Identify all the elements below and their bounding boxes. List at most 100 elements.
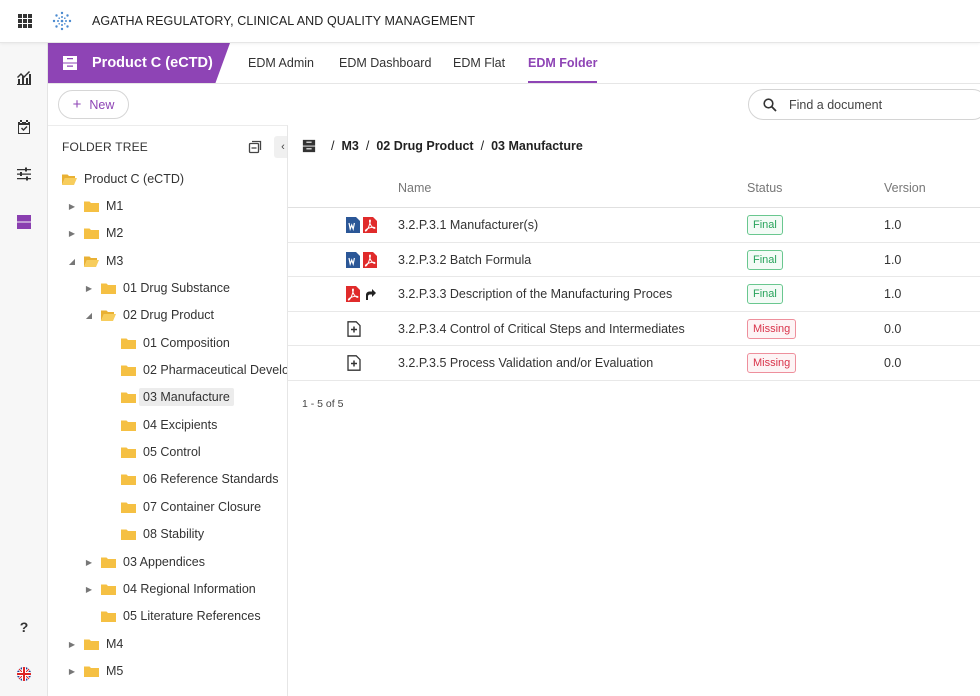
tree-node-label: 02 Drug Product	[123, 308, 215, 322]
table-row[interactable]: 3.2.P.3.2 Batch Formula Final 1.0	[288, 243, 980, 277]
tab-edm-admin[interactable]: EDM Admin	[248, 56, 314, 70]
tree-node[interactable]: ▶ 04 Regional Information	[83, 578, 256, 600]
breadcrumb-m3[interactable]: M3	[341, 139, 359, 153]
caret-right-icon[interactable]: ▶	[85, 557, 93, 567]
apps-grid-icon[interactable]	[18, 14, 32, 28]
document-version: 1.0	[884, 218, 902, 232]
folder-tree-title: FOLDER TREE	[62, 140, 148, 154]
folder-icon	[84, 201, 99, 212]
rail-tasks[interactable]	[0, 113, 48, 141]
caret-right-icon[interactable]: ▶	[85, 584, 93, 594]
tree-node[interactable]: ▶ 03 Appendices	[83, 551, 205, 573]
search-box[interactable]	[748, 89, 980, 120]
tree-node[interactable]: ▶ M1	[66, 195, 123, 217]
agatha-logo-icon	[52, 11, 72, 31]
word-icon[interactable]	[346, 217, 360, 233]
document-name[interactable]: 3.2.P.3.3 Description of the Manufacturi…	[398, 287, 673, 301]
table-row[interactable]: 3.2.P.3.1 Manufacturer(s) Final 1.0	[288, 208, 980, 243]
collapse-tree-button[interactable]: ‹	[274, 136, 287, 158]
caret-down-icon[interactable]: ◢	[85, 310, 93, 320]
column-version[interactable]: Version	[884, 181, 926, 195]
product-tab[interactable]: Product C (eCTD)	[48, 43, 230, 83]
tree-node[interactable]: 04 Excipients	[103, 414, 217, 436]
pdf-icon[interactable]	[346, 286, 360, 302]
pdf-icon[interactable]	[363, 251, 377, 268]
document-name[interactable]: 3.2.P.3.2 Batch Formula	[398, 252, 532, 267]
tree-node[interactable]: 01 Composition	[103, 332, 230, 354]
document-name[interactable]: 3.2.P.3.5 Process Validation and/or Eval…	[398, 356, 654, 370]
folder-icon	[101, 283, 116, 294]
app-title: AGATHA REGULATORY, CLINICAL AND QUALITY …	[92, 14, 476, 28]
tree-node[interactable]: ▶ M4	[66, 633, 123, 655]
sliders-icon	[17, 167, 31, 181]
caret-right-icon[interactable]: ▶	[68, 639, 76, 649]
folder-icon	[121, 502, 136, 513]
status-badge: Final	[747, 249, 783, 270]
caret-right-icon[interactable]: ▶	[68, 228, 76, 238]
document-name[interactable]: 3.2.P.3.4 Control of Critical Steps and …	[398, 321, 685, 336]
table-row[interactable]: 3.2.P.3.5 Process Validation and/or Eval…	[288, 346, 980, 381]
document-version: 1.0	[884, 287, 902, 301]
column-status[interactable]: Status	[747, 181, 783, 195]
tree-node[interactable]: Product C (eCTD)	[62, 168, 184, 190]
add-document-icon[interactable]	[347, 355, 361, 371]
tab-edm-flat[interactable]: EDM Flat	[453, 56, 506, 70]
breadcrumb-drug-product[interactable]: 02 Drug Product	[376, 139, 474, 153]
tree-node[interactable]: 02 Pharmaceutical Development	[103, 359, 287, 381]
tree-node[interactable]: 07 Container Closure	[103, 496, 261, 518]
rail-settings[interactable]	[0, 160, 48, 188]
archive-icon	[17, 215, 31, 229]
tree-node[interactable]: ▶ 01 Drug Substance	[83, 277, 230, 299]
tree-node[interactable]: 03 Manufacture	[103, 386, 234, 408]
shortcut-arrow-icon[interactable]	[363, 286, 377, 302]
caret-right-icon[interactable]: ▶	[68, 666, 76, 676]
tree-node[interactable]: ▶ M5	[66, 660, 123, 682]
table-row[interactable]: 3.2.P.3.4 Control of Critical Steps and …	[288, 312, 980, 346]
language-button[interactable]	[0, 660, 48, 688]
tree-node-label: 04 Regional Information	[123, 582, 256, 596]
breadcrumb-separator: /	[480, 139, 485, 153]
new-button-label: New	[89, 97, 115, 112]
tree-node-label: 02 Pharmaceutical Development	[143, 363, 287, 377]
tree-node-label: 06 Reference Standards	[143, 472, 279, 486]
tree-node-label: 01 Drug Substance	[123, 281, 231, 295]
column-name[interactable]: Name	[398, 181, 432, 195]
tree-node[interactable]: 05 Literature References	[83, 605, 261, 627]
tree-node[interactable]: 06 Reference Standards	[103, 468, 279, 490]
status-badge: Missing	[747, 353, 797, 373]
tree-node[interactable]: ◢ 02 Drug Product	[83, 304, 214, 326]
document-name[interactable]: 3.2.P.3.1 Manufacturer(s)	[398, 218, 539, 232]
collapse-all-icon[interactable]	[248, 140, 262, 154]
tree-node-label: 08 Stability	[143, 527, 205, 541]
folder-icon	[121, 338, 136, 349]
new-button[interactable]: + New	[58, 90, 129, 119]
rail-dashboard[interactable]	[0, 63, 48, 91]
folder-icon	[121, 447, 136, 458]
pdf-icon[interactable]	[363, 217, 377, 233]
tree-node-label: 07 Container Closure	[143, 500, 262, 514]
tab-edm-dashboard[interactable]: EDM Dashboard	[339, 56, 432, 70]
tree-node[interactable]: ▶ M2	[66, 222, 123, 244]
folder-icon	[121, 420, 136, 431]
folder-icon	[121, 529, 136, 540]
caret-right-icon[interactable]: ▶	[85, 283, 93, 293]
grid-header: Name Status Version	[288, 170, 980, 208]
archive-icon[interactable]	[302, 139, 316, 153]
table-row[interactable]: 3.2.P.3.3 Description of the Manufacturi…	[288, 277, 980, 312]
add-document-icon[interactable]	[347, 320, 361, 337]
tab-edm-folder[interactable]: EDM Folder	[528, 43, 598, 83]
tree-node[interactable]: ◢ M3	[66, 250, 123, 272]
search-input[interactable]	[789, 97, 969, 112]
help-button[interactable]: ?	[0, 613, 48, 641]
folder-icon	[84, 228, 99, 239]
tree-node[interactable]: 05 Control	[103, 441, 201, 463]
caret-down-icon[interactable]: ◢	[68, 256, 76, 266]
word-icon[interactable]	[346, 251, 360, 268]
tree-node[interactable]: 08 Stability	[103, 523, 204, 545]
tree-node-label: 03 Appendices	[123, 555, 206, 569]
rail-edm[interactable]	[0, 208, 48, 236]
folder-icon	[101, 557, 116, 568]
caret-right-icon[interactable]: ▶	[68, 201, 76, 211]
uk-flag-icon	[17, 667, 31, 681]
chart-icon	[17, 71, 31, 85]
